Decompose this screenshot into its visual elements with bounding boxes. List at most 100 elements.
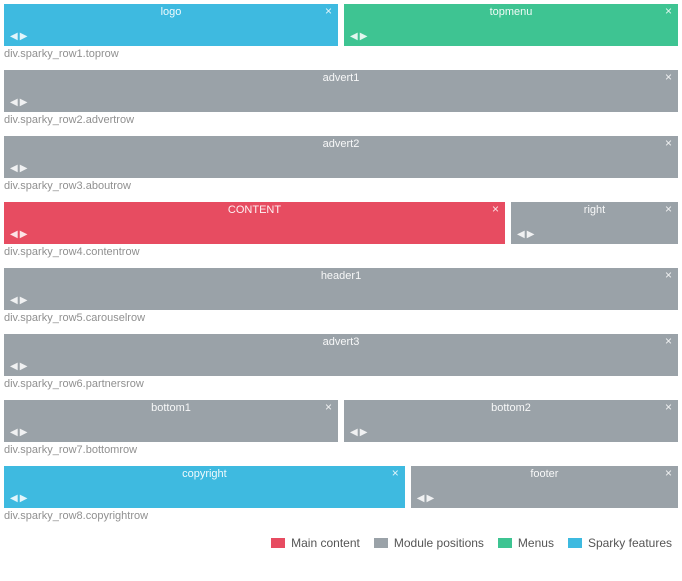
- layout-row: advert1× ◀▶ div.sparky_row2.advertrow: [0, 66, 682, 132]
- layout-block[interactable]: topmenu× ◀▶: [344, 4, 678, 46]
- legend-swatch: [568, 538, 582, 548]
- layout-block[interactable]: advert1× ◀▶: [4, 70, 678, 112]
- resize-arrows: ◀▶: [10, 295, 27, 306]
- row-caption: div.sparky_row6.partnersrow: [0, 376, 682, 396]
- block-label: advert2: [4, 138, 678, 150]
- resize-arrows: ◀▶: [10, 493, 27, 504]
- layout-block[interactable]: CONTENT× ◀▶: [4, 202, 505, 244]
- block-label: CONTENT: [4, 204, 505, 216]
- arrow-left-icon[interactable]: ◀: [10, 427, 18, 438]
- close-icon[interactable]: ×: [325, 401, 332, 413]
- arrow-right-icon[interactable]: ▶: [20, 97, 28, 108]
- layout-row: CONTENT×◀▶right×◀▶div.sparky_row4.conten…: [0, 198, 682, 264]
- arrow-left-icon[interactable]: ◀: [10, 229, 18, 240]
- arrow-right-icon[interactable]: ▶: [360, 427, 368, 438]
- arrow-right-icon[interactable]: ▶: [20, 295, 28, 306]
- row-caption: div.sparky_row7.bottomrow: [0, 442, 682, 462]
- row-caption: div.sparky_row5.carouselrow: [0, 310, 682, 330]
- arrow-left-icon[interactable]: ◀: [10, 295, 18, 306]
- arrow-right-icon[interactable]: ▶: [20, 493, 28, 504]
- row-caption: div.sparky_row8.copyrightrow: [0, 508, 682, 528]
- layout-block[interactable]: advert3×◀▶: [4, 334, 678, 376]
- block-label: copyright: [4, 468, 405, 480]
- layout-block[interactable]: copyright× ◀▶: [4, 466, 405, 508]
- close-icon[interactable]: ×: [665, 401, 672, 413]
- arrow-right-icon[interactable]: ▶: [20, 427, 28, 438]
- block-label: footer: [411, 468, 678, 480]
- layout-block[interactable]: advert2× ◀▶: [4, 136, 678, 178]
- arrow-left-icon[interactable]: ◀: [350, 427, 358, 438]
- row-caption: div.sparky_row2.advertrow: [0, 112, 682, 132]
- block-label: topmenu: [344, 6, 678, 18]
- close-icon[interactable]: ×: [665, 71, 672, 83]
- legend-label: Sparky features: [588, 536, 672, 550]
- close-icon[interactable]: ×: [325, 5, 332, 17]
- close-icon[interactable]: ×: [665, 203, 672, 215]
- layout-block[interactable]: footer× ◀▶: [411, 466, 678, 508]
- resize-arrows: ◀▶: [517, 229, 534, 240]
- legend-label: Main content: [291, 536, 360, 550]
- resize-arrows: ◀▶: [350, 427, 367, 438]
- arrow-left-icon[interactable]: ◀: [10, 31, 18, 42]
- arrow-left-icon[interactable]: ◀: [350, 31, 358, 42]
- layout-row: bottom1×◀▶bottom2×◀▶div.sparky_row7.bott…: [0, 396, 682, 462]
- legend-item: Module positions: [374, 536, 484, 550]
- legend: Main content Module positions Menus Sparky …: [0, 528, 682, 558]
- layout-block[interactable]: bottom2× ◀▶: [344, 400, 678, 442]
- layout-row: advert2× ◀▶ div.sparky_row3.aboutrow: [0, 132, 682, 198]
- arrow-left-icon[interactable]: ◀: [517, 229, 525, 240]
- close-icon[interactable]: ×: [665, 137, 672, 149]
- arrow-right-icon[interactable]: ▶: [20, 361, 28, 372]
- layout-row: logo×◀▶topmenu×◀▶div.sparky_row1.toprow: [0, 0, 682, 66]
- legend-item: Main content: [271, 536, 360, 550]
- layout-block[interactable]: logo× ◀▶: [4, 4, 338, 46]
- arrow-right-icon[interactable]: ▶: [20, 163, 28, 174]
- row-blocks: copyright×◀▶footer×◀▶: [0, 462, 682, 508]
- close-icon[interactable]: ×: [665, 269, 672, 281]
- arrow-right-icon[interactable]: ▶: [427, 493, 435, 504]
- row-caption: div.sparky_row4.contentrow: [0, 244, 682, 264]
- row-blocks: logo×◀▶topmenu×◀▶: [0, 0, 682, 46]
- arrow-left-icon[interactable]: ◀: [10, 163, 18, 174]
- close-icon[interactable]: ×: [665, 335, 672, 347]
- close-icon[interactable]: ×: [392, 467, 399, 479]
- close-icon[interactable]: ×: [492, 203, 499, 215]
- layout-row: copyright×◀▶footer×◀▶div.sparky_row8.cop…: [0, 462, 682, 528]
- arrow-right-icon[interactable]: ▶: [360, 31, 368, 42]
- arrow-left-icon[interactable]: ◀: [417, 493, 425, 504]
- layout-block[interactable]: right× ◀▶: [511, 202, 678, 244]
- legend-item: Menus: [498, 536, 554, 550]
- legend-swatch: [498, 538, 512, 548]
- legend-swatch: [271, 538, 285, 548]
- block-label: bottom2: [344, 402, 678, 414]
- block-label: bottom1: [4, 402, 338, 414]
- close-icon[interactable]: ×: [665, 467, 672, 479]
- resize-arrows: ◀▶: [10, 427, 27, 438]
- row-blocks: header1×◀▶: [0, 264, 682, 310]
- arrow-left-icon[interactable]: ◀: [10, 97, 18, 108]
- resize-arrows: ◀▶: [350, 31, 367, 42]
- legend-swatch: [374, 538, 388, 548]
- resize-arrows: ◀▶: [10, 229, 27, 240]
- layout-builder: logo×◀▶topmenu×◀▶div.sparky_row1.toprowa…: [0, 0, 682, 528]
- arrow-right-icon[interactable]: ▶: [527, 229, 535, 240]
- close-icon[interactable]: ×: [665, 5, 672, 17]
- block-label: right: [511, 204, 678, 216]
- legend-label: Module positions: [394, 536, 484, 550]
- arrow-left-icon[interactable]: ◀: [10, 493, 18, 504]
- layout-block[interactable]: header1×◀▶: [4, 268, 678, 310]
- layout-row: advert3×◀▶div.sparky_row6.partnersrow: [0, 330, 682, 396]
- arrow-right-icon[interactable]: ▶: [20, 229, 28, 240]
- row-blocks: advert3×◀▶: [0, 330, 682, 376]
- block-label: advert1: [4, 72, 678, 84]
- legend-label: Menus: [518, 536, 554, 550]
- row-caption: div.sparky_row3.aboutrow: [0, 178, 682, 198]
- layout-block[interactable]: bottom1× ◀▶: [4, 400, 338, 442]
- resize-arrows: ◀▶: [10, 31, 27, 42]
- layout-row: header1×◀▶div.sparky_row5.carouselrow: [0, 264, 682, 330]
- row-blocks: advert1× ◀▶: [0, 66, 682, 112]
- block-label: logo: [4, 6, 338, 18]
- row-blocks: advert2× ◀▶: [0, 132, 682, 178]
- arrow-left-icon[interactable]: ◀: [10, 361, 18, 372]
- arrow-right-icon[interactable]: ▶: [20, 31, 28, 42]
